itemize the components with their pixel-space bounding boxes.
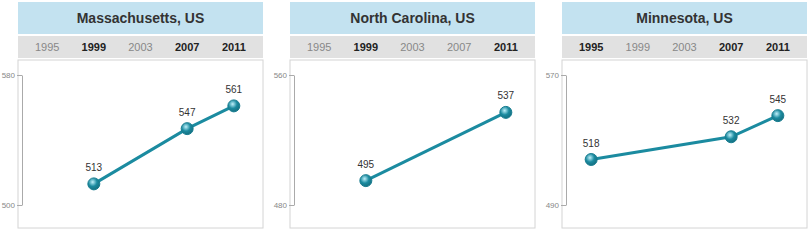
x-tick-label: 2011 — [766, 41, 790, 53]
data-labels: 513 547 561 — [85, 84, 242, 173]
y-tick-label: 490 — [546, 201, 560, 210]
y-tick-label: 500 — [2, 201, 16, 210]
data-point — [181, 123, 193, 135]
data-label: 513 — [85, 162, 102, 173]
y-tick-label: 480 — [274, 201, 288, 210]
data-label: 545 — [769, 94, 786, 105]
chart-canvas: Massachusetts, US 1995 1999 2003 2007 2011 500… — [0, 0, 809, 233]
y-tick-label: 560 — [274, 71, 288, 80]
panel: Minnesota, US 1995 1999 2003 2007 2011 490 570 5… — [546, 2, 807, 228]
x-tick-labels: 1995 1999 2003 2007 2011 — [307, 41, 518, 53]
x-tick-label: 2003 — [128, 41, 152, 53]
x-strip — [18, 36, 263, 58]
title-bar — [18, 2, 263, 34]
data-label: 518 — [583, 138, 600, 149]
series-line — [591, 116, 778, 160]
x-tick-label: 1999 — [82, 41, 106, 53]
data-label: 561 — [225, 84, 242, 95]
y-tick: 580 — [2, 71, 22, 80]
data-point — [772, 110, 784, 122]
y-tick: 560 — [274, 71, 294, 80]
y-axis-line — [294, 76, 295, 206]
y-axis-line — [22, 76, 23, 206]
data-labels: 518 532 545 — [583, 94, 787, 149]
data-point — [228, 100, 240, 112]
x-tick-label: 2011 — [494, 41, 518, 53]
y-tick-label: 580 — [2, 71, 16, 80]
data-label: 495 — [357, 159, 374, 170]
y-tick-mark — [289, 75, 294, 76]
x-tick-label: 2007 — [719, 41, 743, 53]
x-tick-label: 1995 — [579, 41, 603, 53]
x-tick-label: 2007 — [447, 41, 471, 53]
x-tick-labels: 1995 1999 2003 2007 2011 — [579, 41, 790, 53]
plot-frame — [562, 60, 807, 228]
y-tick-mark — [561, 205, 566, 206]
data-point — [360, 175, 372, 187]
y-axis: 490 570 — [546, 71, 567, 210]
plot-frame — [18, 60, 263, 228]
y-axis: 500 580 — [2, 71, 23, 210]
title-bar — [290, 2, 535, 34]
y-tick-mark — [17, 75, 22, 76]
data-label: 547 — [179, 107, 196, 118]
plot-area — [360, 106, 512, 186]
y-tick-mark — [561, 75, 566, 76]
chart-title: Massachusetts, US — [77, 10, 205, 26]
data-labels: 495 537 — [357, 90, 514, 169]
data-point — [88, 178, 100, 190]
series-line — [366, 112, 506, 180]
plot-area — [585, 110, 784, 166]
plot-area — [88, 100, 240, 190]
y-tick: 570 — [546, 71, 566, 80]
title-bar — [562, 2, 807, 34]
chart-title: North Carolina, US — [350, 10, 474, 26]
plot-frame — [290, 60, 535, 228]
x-tick-label: 2003 — [400, 41, 424, 53]
y-tick: 490 — [546, 201, 566, 210]
series-line — [94, 106, 234, 184]
data-label: 532 — [723, 115, 740, 126]
x-tick-label: 2011 — [222, 41, 246, 53]
y-tick-mark — [289, 205, 294, 206]
x-strip — [290, 36, 535, 58]
data-point — [585, 154, 597, 166]
x-tick-label: 1995 — [35, 41, 59, 53]
x-tick-label: 1999 — [354, 41, 378, 53]
y-axis-line — [566, 76, 567, 206]
y-tick: 480 — [274, 201, 294, 210]
x-strip — [562, 36, 807, 58]
x-tick-labels: 1995 1999 2003 2007 2011 — [35, 41, 246, 53]
x-tick-label: 1995 — [307, 41, 331, 53]
x-tick-label: 2003 — [672, 41, 696, 53]
y-tick: 500 — [2, 201, 22, 210]
x-tick-label: 2007 — [175, 41, 199, 53]
data-point — [725, 131, 737, 143]
y-tick-label: 570 — [546, 71, 560, 80]
panel: North Carolina, US 1995 1999 2003 2007 2011 48… — [274, 2, 535, 228]
data-label: 537 — [497, 90, 514, 101]
panel: Massachusetts, US 1995 1999 2003 2007 2011 500… — [2, 2, 263, 228]
y-tick-mark — [17, 205, 22, 206]
chart-title: Minnesota, US — [636, 10, 732, 26]
y-axis: 480 560 — [274, 71, 295, 210]
x-tick-label: 1999 — [626, 41, 650, 53]
data-point — [500, 106, 512, 118]
